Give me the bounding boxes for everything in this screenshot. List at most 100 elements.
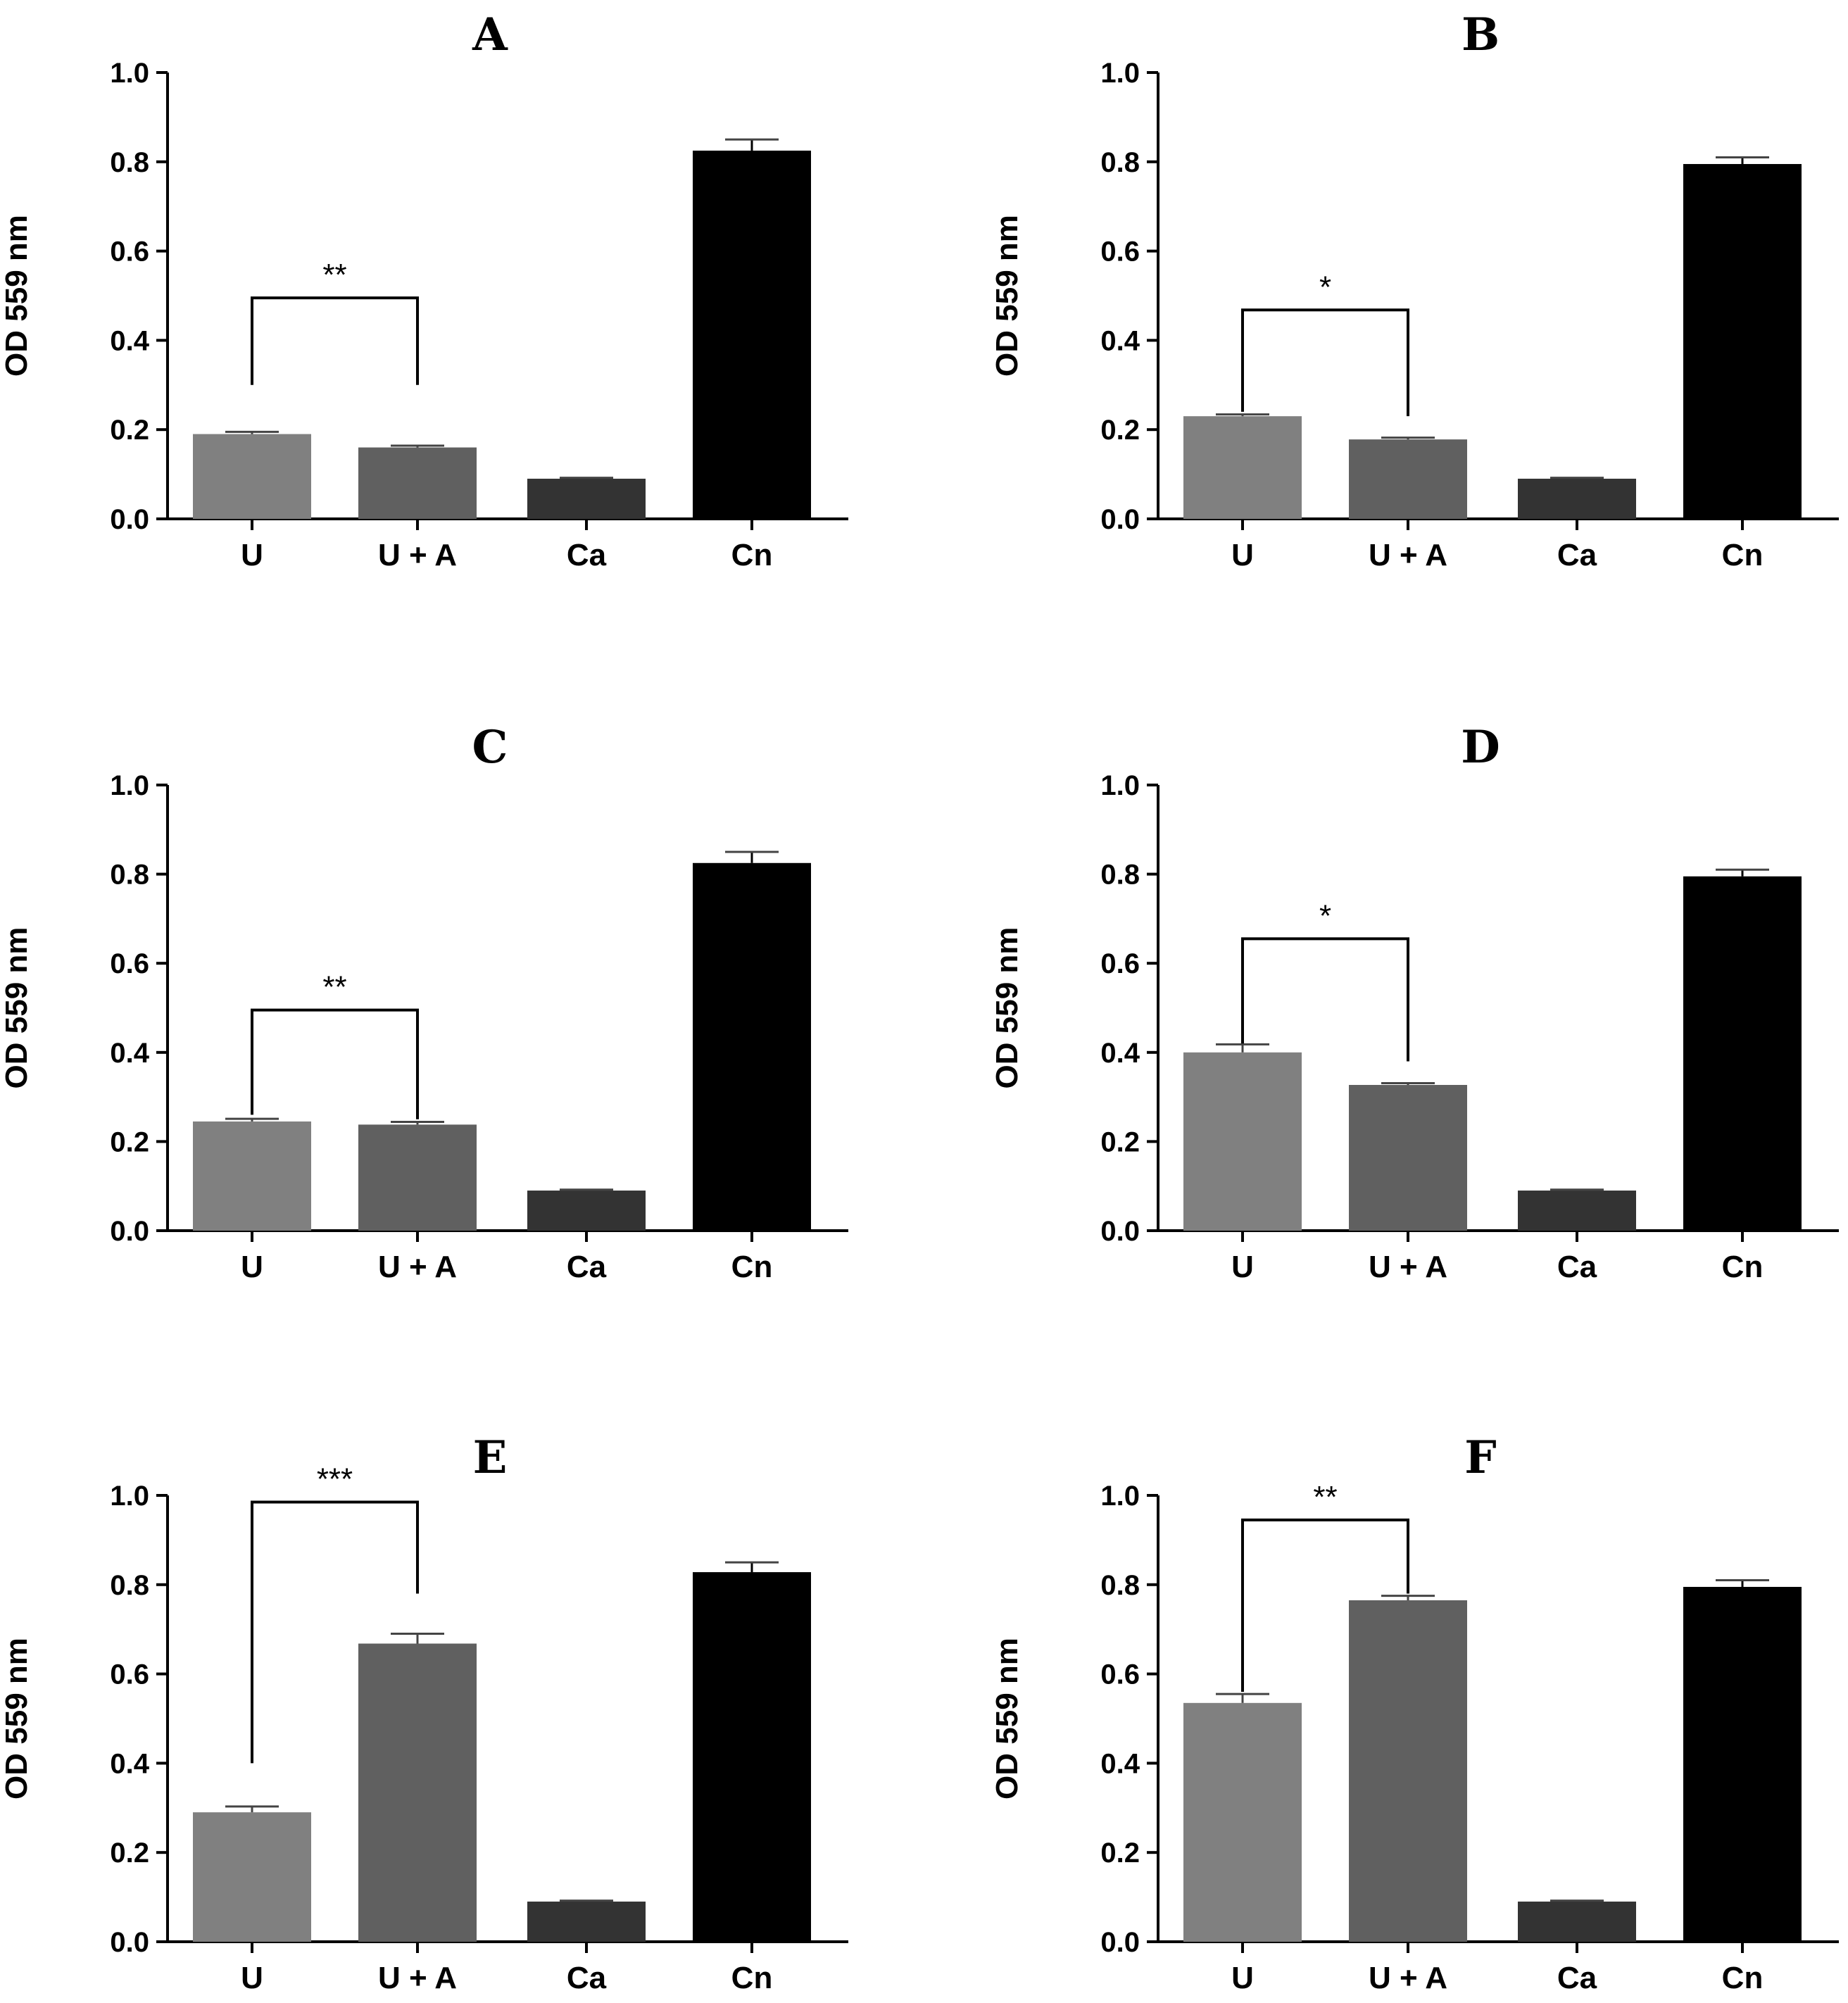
x-category-label: Cn (1722, 1250, 1764, 1284)
y-tick-label: 1.0 (110, 770, 149, 801)
significance-bracket (251, 1008, 419, 1119)
significance-bracket (1241, 308, 1409, 417)
y-tick-label: 0.6 (110, 237, 149, 268)
y-axis-title: OD 559 nm (990, 215, 1024, 377)
bar (1183, 416, 1302, 519)
significance-label: ** (322, 258, 346, 292)
chart-panel-c: C 0.0 0.2 0.4 0.6 0.8 1.0 OD 559 nm U U + A Ca Cn ** (0, 721, 848, 1284)
y-axis-title: OD 559 nm (990, 1638, 1024, 1800)
y-tick-label: 0.4 (1100, 1748, 1140, 1779)
x-category-label: U (1231, 1961, 1254, 1995)
y-tick-label: 0.2 (1100, 415, 1140, 446)
x-category-label: Cn (731, 538, 773, 572)
bar (358, 1643, 477, 1942)
x-category-label: Cn (731, 1250, 773, 1284)
y-tick-label: 1.0 (1100, 770, 1140, 801)
significance-label: * (1319, 270, 1331, 304)
significance-bracket (1241, 937, 1409, 1062)
x-category-label: Cn (731, 1961, 773, 1995)
bar (1518, 1191, 1636, 1231)
bar (1683, 876, 1802, 1231)
chart-panel-d: D 0.0 0.2 0.4 0.6 0.8 1.0 OD 559 nm U U + A Ca Cn * (990, 721, 1839, 1284)
bar (693, 1572, 811, 1942)
significance-label: ** (1313, 1480, 1337, 1514)
bar (527, 1901, 646, 1942)
bar (1183, 1052, 1302, 1231)
y-tick-label: 0.4 (110, 325, 149, 356)
y-tick-label: 0.8 (1100, 860, 1140, 891)
y-tick-label: 0.6 (1100, 237, 1140, 268)
x-category-label: Ca (567, 1961, 607, 1995)
bar (1518, 478, 1636, 519)
y-tick-label: 1.0 (1100, 58, 1140, 89)
y-tick-label: 0.4 (1100, 1038, 1140, 1069)
y-axis-title: OD 559 nm (0, 1638, 34, 1800)
y-tick-label: 0.2 (1100, 1838, 1140, 1869)
significance-label: * (1319, 898, 1331, 933)
y-axis-title: OD 559 nm (990, 927, 1024, 1089)
significance-bracket (251, 296, 419, 385)
y-tick-label: 1.0 (110, 58, 149, 89)
panel-title: C (472, 721, 508, 774)
y-tick-label: 0.8 (110, 860, 149, 891)
bar (1349, 439, 1467, 519)
panel-title: F (1464, 1431, 1496, 1484)
bar (358, 1124, 477, 1231)
bar (193, 1121, 311, 1231)
x-category-label: U (241, 1961, 263, 1995)
bar (193, 434, 311, 519)
x-category-label: U (1231, 1250, 1254, 1284)
panel-title: D (1461, 721, 1500, 774)
y-tick-label: 1.0 (1100, 1481, 1140, 1512)
significance-label: *** (317, 1462, 353, 1497)
x-category-label: U + A (378, 538, 457, 572)
y-tick-label: 0.8 (110, 1570, 149, 1601)
bar (1518, 1901, 1636, 1942)
y-tick-label: 0.8 (110, 147, 149, 178)
significance-bracket (1241, 1518, 1409, 1692)
y-tick-label: 0.8 (1100, 147, 1140, 178)
y-tick-label: 0.6 (1100, 1659, 1140, 1690)
x-category-label: Cn (1722, 538, 1764, 572)
x-category-label: Ca (567, 1250, 607, 1284)
y-tick-label: 0.2 (110, 415, 149, 446)
y-tick-label: 0.2 (110, 1838, 149, 1869)
significance-label: ** (322, 970, 346, 1005)
bar (527, 478, 646, 519)
significance-bracket (251, 1500, 419, 1764)
y-tick-label: 0.6 (110, 948, 149, 979)
bar (1349, 1085, 1467, 1231)
y-tick-label: 0.0 (110, 1927, 149, 1958)
y-tick-label: 0.0 (1100, 1927, 1140, 1958)
bar (1183, 1702, 1302, 1942)
y-tick-label: 0.8 (1100, 1570, 1140, 1601)
y-tick-label: 0.0 (1100, 1216, 1140, 1247)
bar (693, 150, 811, 519)
x-category-label: Ca (567, 538, 607, 572)
x-category-label: Ca (1557, 538, 1597, 572)
bar (693, 862, 811, 1231)
bar (1349, 1600, 1467, 1942)
y-tick-label: 0.4 (110, 1748, 149, 1779)
chart-panel-a: A 0.0 0.2 0.4 0.6 0.8 1.0 OD 559 nm U U + A Ca Cn ** (0, 8, 848, 572)
bar (527, 1191, 646, 1231)
x-category-label: U + A (378, 1250, 457, 1284)
y-axis-title: OD 559 nm (0, 215, 34, 377)
chart-panel-b: B 0.0 0.2 0.4 0.6 0.8 1.0 OD 559 nm U U + A Ca Cn * (990, 8, 1839, 572)
y-tick-label: 0.0 (1100, 504, 1140, 535)
panel-title: A (472, 8, 508, 61)
x-category-label: U + A (1369, 538, 1447, 572)
x-category-label: U + A (1369, 1961, 1447, 1995)
y-tick-label: 0.4 (110, 1038, 149, 1069)
x-category-label: U (1231, 538, 1254, 572)
x-category-label: Cn (1722, 1961, 1764, 1995)
y-tick-label: 0.4 (1100, 325, 1140, 356)
y-tick-label: 0.0 (110, 1216, 149, 1247)
x-category-label: U + A (1369, 1250, 1447, 1284)
panel-title: B (1462, 8, 1500, 61)
x-category-label: U (241, 538, 263, 572)
bar (1683, 1586, 1802, 1942)
y-tick-label: 0.0 (110, 504, 149, 535)
bar (358, 447, 477, 519)
bar (1683, 163, 1802, 519)
